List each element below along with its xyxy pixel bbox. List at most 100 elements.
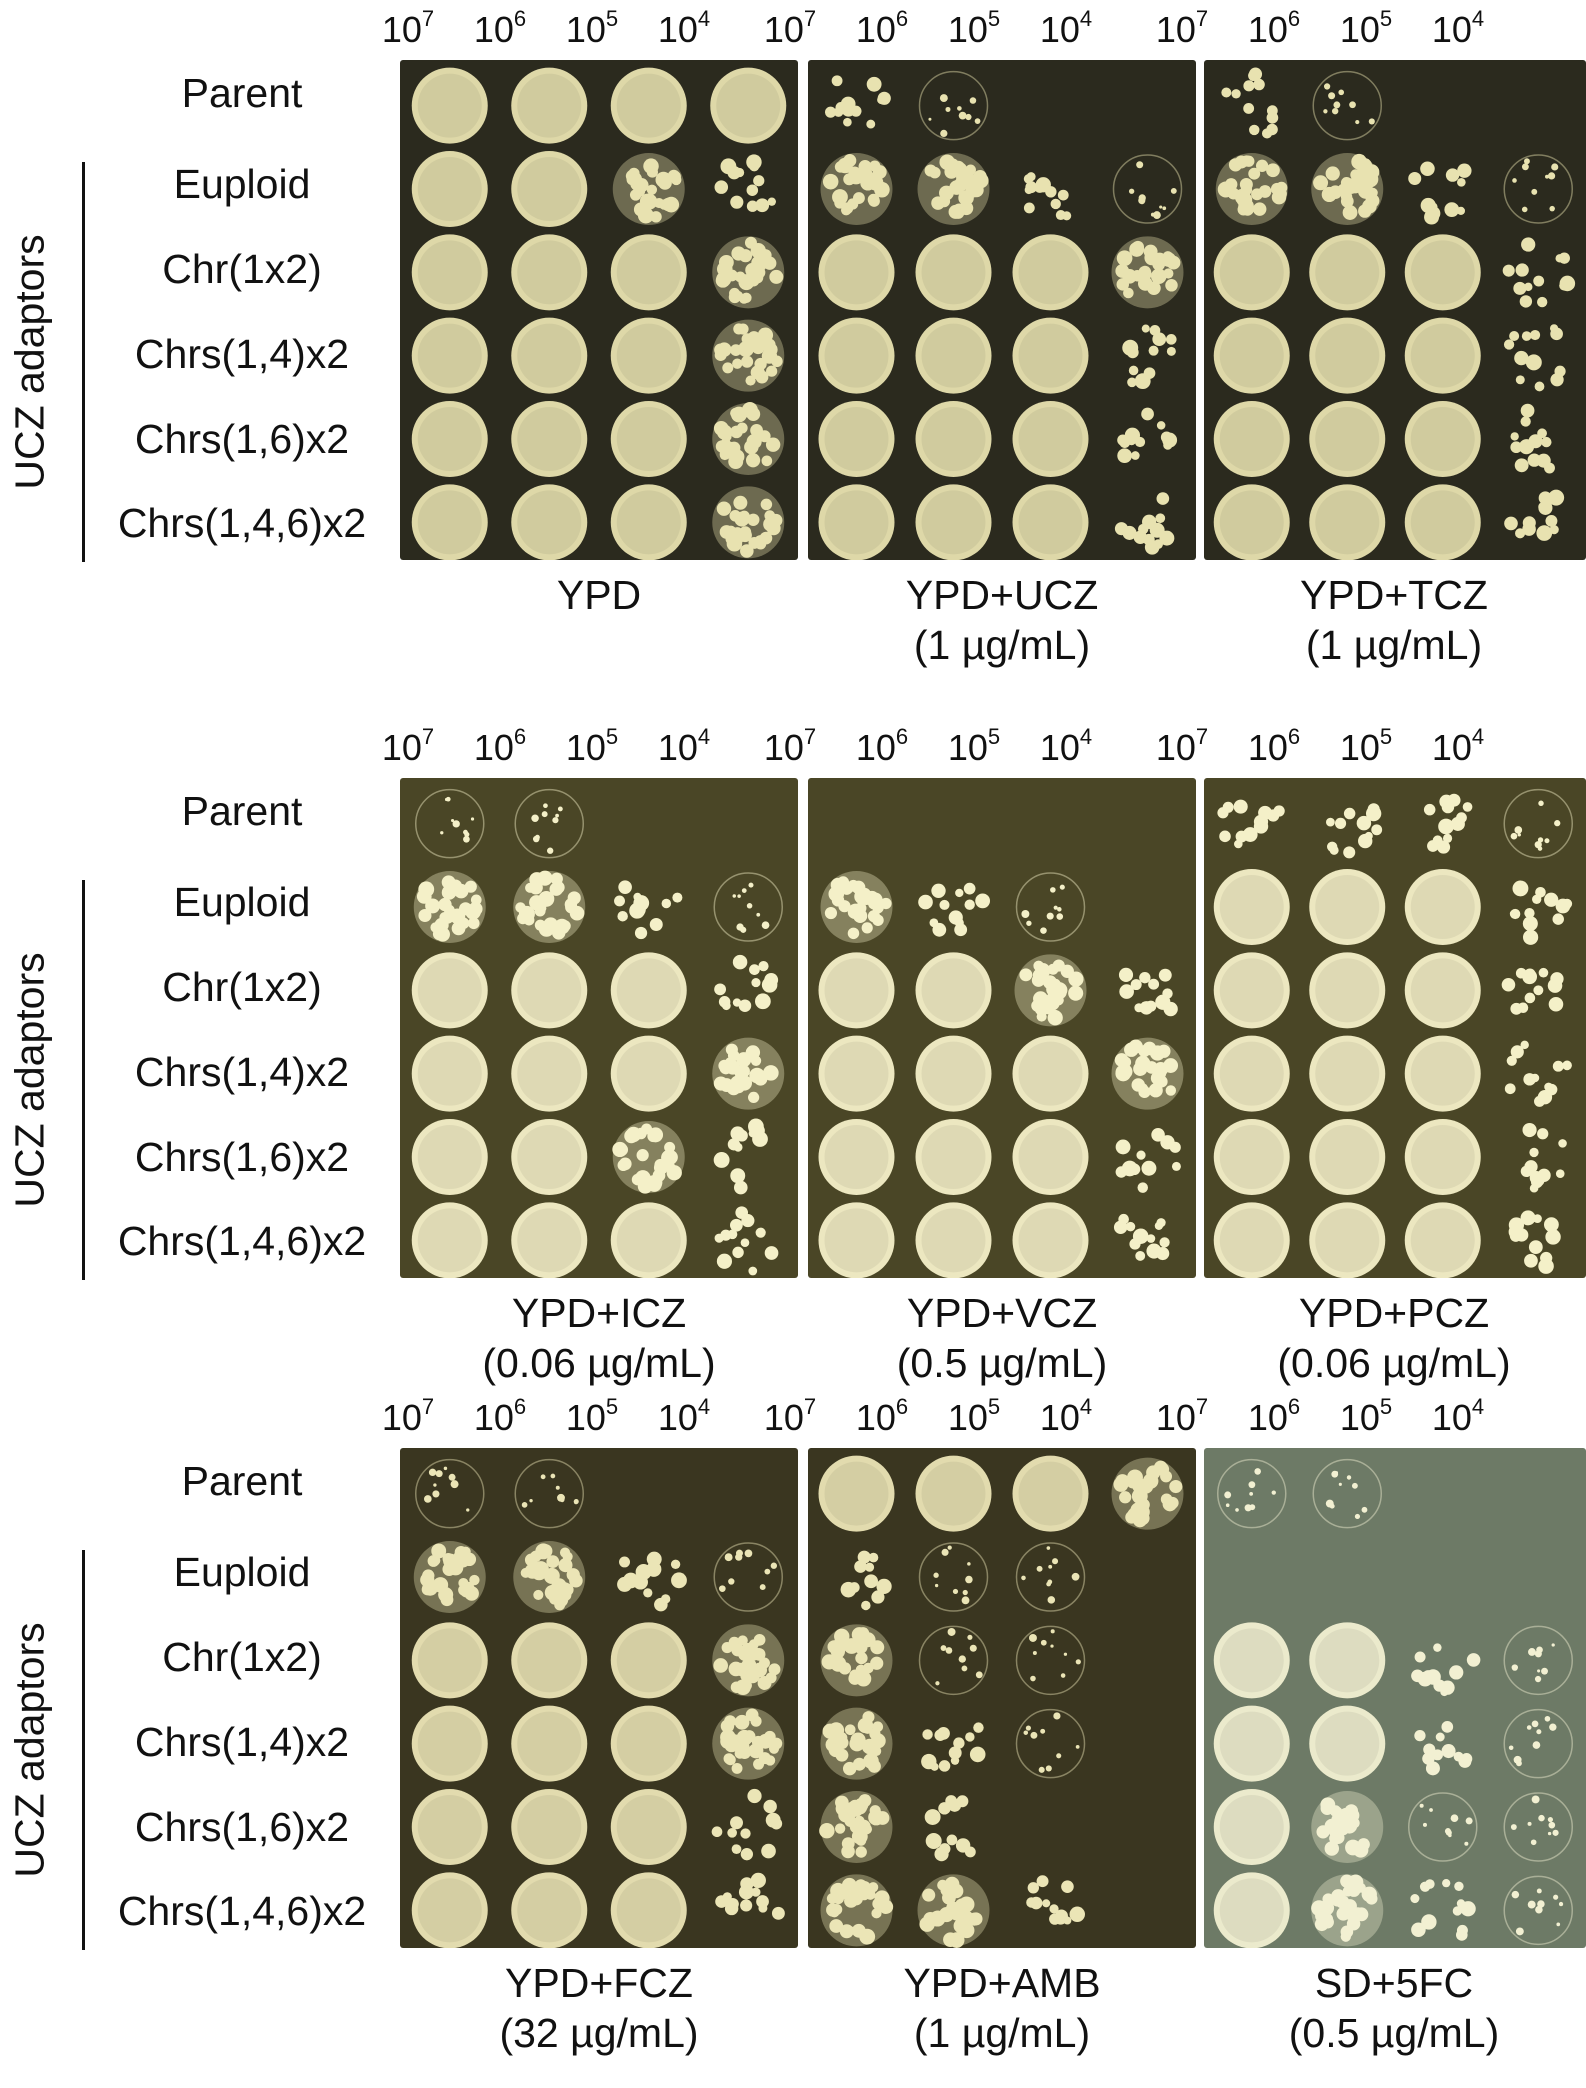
colony-spot xyxy=(617,1551,687,1612)
colony-spot xyxy=(1408,161,1472,225)
colony-spot xyxy=(1012,1119,1089,1195)
strain-label: Chrs(1,4,6)x2 xyxy=(117,500,367,546)
colony-spot xyxy=(1503,324,1566,392)
colony-spot xyxy=(1408,1792,1478,1862)
plate-image xyxy=(1204,778,1586,1278)
colony-spot xyxy=(1213,484,1290,560)
group-bracket xyxy=(82,1550,85,1950)
colony-spot xyxy=(411,1789,488,1865)
colony-spot xyxy=(411,1035,488,1112)
colony-spot xyxy=(917,1874,990,1948)
colony-spot xyxy=(1404,234,1481,311)
dilution-label: 104 xyxy=(657,6,711,51)
strain-label: Chrs(1,4)x2 xyxy=(134,331,350,377)
colony-spot xyxy=(915,1202,992,1278)
plate-spots xyxy=(1204,60,1586,560)
dilution-label: 105 xyxy=(1339,1394,1393,1439)
dilution-label: 105 xyxy=(565,6,619,51)
colony-spot xyxy=(610,1035,687,1112)
colony-spot xyxy=(415,788,485,859)
colony-spot xyxy=(610,317,687,394)
colony-spot xyxy=(1309,317,1386,394)
condition-label: YPD+AMB (1 µg/mL) xyxy=(903,1960,1101,2056)
colony-spot xyxy=(1503,154,1573,224)
strain-label: Chrs(1,6)x2 xyxy=(134,1804,350,1850)
plate-background xyxy=(400,1448,798,1948)
dilution-label: 107 xyxy=(763,6,817,51)
group-bracket xyxy=(82,880,85,1280)
condition-label: YPD+ICZ (0.06 µg/mL) xyxy=(482,1290,716,1386)
colony-spot xyxy=(511,234,588,311)
plate-background xyxy=(400,60,798,560)
colony-spot xyxy=(1404,869,1481,945)
colony-spot xyxy=(1015,1625,1086,1696)
dilution-label: 107 xyxy=(763,724,817,769)
dilution-label: 106 xyxy=(473,1394,527,1439)
colony-spot xyxy=(712,402,785,475)
strain-label: Chrs(1,6)x2 xyxy=(134,416,350,462)
colony-spot xyxy=(1115,1128,1181,1193)
colony-spot xyxy=(511,484,588,560)
colony-spot xyxy=(610,1622,687,1699)
dilution-label: 105 xyxy=(1339,724,1393,769)
colony-spot xyxy=(1014,954,1087,1027)
group-label: UCZ adaptors xyxy=(7,952,53,1208)
dilution-label: 106 xyxy=(1247,724,1301,769)
plate-spots xyxy=(1204,1448,1586,1948)
colony-spot xyxy=(413,1541,486,1613)
colony-spot xyxy=(1309,1622,1386,1699)
colony-spot xyxy=(1213,1872,1290,1948)
colony-spot xyxy=(1213,1035,1290,1112)
condition-label: YPD+VCZ (0.5 µg/mL) xyxy=(896,1290,1108,1386)
colony-spot xyxy=(610,1872,687,1948)
colony-spot xyxy=(1309,234,1386,311)
colony-spot xyxy=(411,234,488,311)
colony-spot xyxy=(818,1202,895,1278)
colony-spot xyxy=(918,1625,989,1696)
colony-spot xyxy=(411,1622,488,1699)
strain-label: Parent xyxy=(181,1458,303,1504)
colony-spot xyxy=(1404,1202,1481,1278)
colony-spot xyxy=(1111,1037,1184,1110)
colony-spot xyxy=(1213,952,1290,1029)
group-label: UCZ adaptors xyxy=(7,234,53,490)
panel-1: 107 106 105 104 107 106 105 104 107 106 … xyxy=(0,4,1586,694)
colony-spot xyxy=(1012,234,1089,311)
dilution-label: 106 xyxy=(1247,1394,1301,1439)
colony-spot xyxy=(1404,952,1481,1029)
colony-spot xyxy=(1509,880,1573,945)
panel-2: 107 106 105 104 107 106 105 104 107 106 … xyxy=(0,722,1586,1412)
colony-spot xyxy=(610,1789,687,1865)
colony-spot xyxy=(1309,869,1386,945)
plate-image xyxy=(808,1448,1196,1948)
plate-spots xyxy=(400,60,798,560)
plate-background xyxy=(1204,60,1586,560)
colony-spot xyxy=(1217,799,1285,849)
colony-spot xyxy=(1122,324,1177,390)
colony-spot xyxy=(1414,1721,1473,1776)
colony-spot xyxy=(1213,401,1290,477)
colony-spot xyxy=(818,1035,895,1112)
colony-spot xyxy=(1503,1792,1573,1862)
colony-spot xyxy=(1015,872,1086,942)
colony-spot xyxy=(820,1624,893,1697)
colony-spot xyxy=(1213,1789,1290,1865)
colony-spot xyxy=(511,1035,588,1112)
colony-spot xyxy=(1503,1625,1573,1696)
colony-spot xyxy=(818,317,895,394)
colony-spot xyxy=(411,67,488,144)
colony-spot xyxy=(711,1788,783,1861)
dilution-label: 105 xyxy=(1339,6,1393,51)
plate-background xyxy=(1204,778,1586,1278)
colony-spot xyxy=(918,882,991,937)
colony-spot xyxy=(1504,489,1565,541)
dilution-label: 106 xyxy=(1247,6,1301,51)
colony-spot xyxy=(511,151,588,227)
colony-spot xyxy=(1503,1875,1573,1946)
colony-spot xyxy=(511,401,588,477)
group-bracket xyxy=(82,162,85,562)
colony-spot xyxy=(1012,1455,1089,1532)
colony-spot xyxy=(1215,153,1288,225)
plate-spots xyxy=(808,1448,1196,1948)
colony-spot xyxy=(1325,803,1383,859)
